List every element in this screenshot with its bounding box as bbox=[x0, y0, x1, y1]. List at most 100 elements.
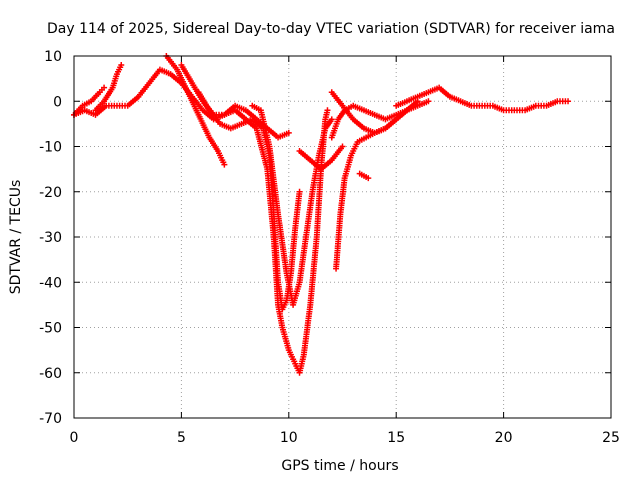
trace-markers bbox=[288, 227, 298, 274]
trace-markers bbox=[557, 98, 569, 105]
series-sat-h bbox=[296, 143, 346, 173]
trace-markers bbox=[251, 117, 265, 130]
trace-markers bbox=[503, 107, 515, 114]
trace-markers bbox=[266, 126, 280, 139]
trace-markers bbox=[296, 236, 309, 283]
trace-markers bbox=[164, 54, 179, 71]
trace-markers bbox=[213, 111, 225, 118]
trace-markers bbox=[330, 145, 344, 162]
trace-markers bbox=[427, 85, 440, 95]
trace-markers bbox=[230, 121, 243, 131]
trace-markers bbox=[545, 99, 559, 108]
y-tick-label: -40 bbox=[39, 275, 62, 291]
trace-markers bbox=[316, 127, 328, 157]
trace-markers bbox=[110, 73, 120, 89]
trace-markers bbox=[373, 126, 387, 135]
y-tick-label: -20 bbox=[39, 185, 62, 201]
trace-markers bbox=[358, 171, 370, 180]
x-tick-label: 20 bbox=[495, 430, 513, 446]
trace-markers bbox=[384, 112, 398, 122]
trace-markers bbox=[126, 95, 140, 108]
trace-markers bbox=[365, 131, 376, 140]
data-point bbox=[101, 84, 108, 91]
data-point bbox=[339, 143, 346, 150]
trace-markers bbox=[196, 113, 212, 139]
trace-markers bbox=[356, 135, 367, 144]
trace-markers bbox=[301, 304, 313, 356]
trace-markers bbox=[223, 108, 236, 117]
trace-markers bbox=[94, 104, 108, 117]
y-tick-label: 10 bbox=[44, 49, 62, 65]
trace-markers bbox=[535, 102, 547, 109]
trace-markers bbox=[481, 102, 494, 109]
x-tick-label: 25 bbox=[602, 430, 620, 446]
chart-title: Day 114 of 2025, Sidereal Day-to-day VTE… bbox=[47, 21, 615, 37]
y-tick-label: -70 bbox=[39, 411, 62, 427]
series-sat-c bbox=[92, 62, 125, 114]
trace-markers bbox=[179, 64, 194, 85]
trace-markers bbox=[72, 104, 84, 116]
x-axis-label: GPS time / hours bbox=[281, 458, 398, 474]
data-point bbox=[296, 188, 303, 195]
trace-markers bbox=[102, 86, 115, 103]
trace-markers bbox=[373, 112, 387, 122]
axis-ticks: 0 5 10 15 20 25 10 0 -10 -20 -30 -40 -50 -60 -70 bbox=[39, 49, 620, 446]
trace-markers bbox=[219, 121, 232, 131]
trace-markers bbox=[471, 102, 483, 109]
y-tick-label: -10 bbox=[39, 140, 62, 156]
data-point bbox=[324, 107, 331, 114]
data-point bbox=[221, 161, 228, 168]
trace-markers bbox=[115, 64, 124, 75]
trace-markers bbox=[333, 213, 344, 270]
trace-markers bbox=[292, 191, 303, 229]
x-tick-label: 10 bbox=[280, 430, 298, 446]
trace-markers bbox=[406, 94, 419, 104]
x-tick-label: 15 bbox=[387, 430, 405, 446]
trace-markers bbox=[406, 103, 419, 113]
data-point bbox=[285, 129, 292, 136]
trace-markers bbox=[337, 177, 348, 216]
trace-markers bbox=[234, 103, 247, 113]
trace-markers bbox=[280, 299, 289, 311]
trace-markers bbox=[297, 353, 307, 374]
trace-markers bbox=[159, 67, 172, 77]
trace-markers bbox=[251, 103, 262, 113]
trace-markers bbox=[266, 145, 281, 216]
trace-markers bbox=[459, 99, 473, 108]
trace-markers bbox=[329, 118, 341, 139]
trace-markers bbox=[313, 168, 324, 238]
trace-markers bbox=[323, 118, 334, 130]
y-tick-label: -50 bbox=[39, 321, 62, 337]
trace-markers bbox=[309, 158, 323, 171]
trace-markers bbox=[240, 117, 254, 126]
trace-markers bbox=[254, 127, 270, 170]
trace-markers bbox=[201, 108, 215, 121]
series-sat-l bbox=[356, 170, 372, 182]
trace-markers bbox=[207, 136, 220, 153]
trace-markers bbox=[416, 90, 430, 99]
data-point bbox=[425, 98, 432, 105]
trace-markers bbox=[352, 117, 366, 130]
trace-markers bbox=[258, 109, 272, 148]
trace-markers bbox=[116, 102, 128, 109]
trace-markers bbox=[105, 102, 118, 109]
trace-markers bbox=[270, 213, 281, 283]
series-sat-k bbox=[328, 98, 432, 141]
trace-markers bbox=[83, 108, 97, 117]
trace-markers bbox=[524, 103, 537, 113]
trace-markers bbox=[492, 103, 505, 113]
trace-markers bbox=[147, 68, 162, 85]
trace-markers bbox=[303, 191, 316, 238]
trace-markers bbox=[384, 117, 398, 130]
trace-markers bbox=[395, 108, 408, 117]
trace-markers bbox=[307, 236, 320, 306]
trace-markers bbox=[175, 68, 190, 94]
data-point bbox=[365, 175, 372, 182]
trace-markers bbox=[352, 103, 365, 113]
trace-markers bbox=[169, 72, 183, 85]
y-tick-label: -30 bbox=[39, 230, 62, 246]
trace-markers bbox=[137, 82, 151, 98]
series-sat-m bbox=[393, 84, 572, 114]
